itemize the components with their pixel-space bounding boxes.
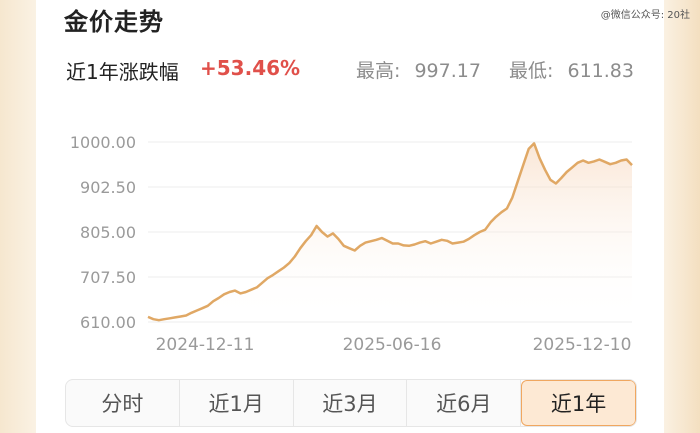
watermark: @微信公众号: 20社 [600, 10, 690, 21]
low-label: 最低: [509, 60, 554, 82]
y-tick-label: 707.50 [80, 268, 136, 287]
x-tick-label: 2024-12-11 [156, 335, 255, 355]
period-tabs: 分时 近1月 近3月 近6月 近1年 [65, 379, 637, 427]
high-value: 997.17 [414, 60, 481, 82]
period-change-label: 近1年涨跌幅 [66, 60, 179, 84]
low-value: 611.83 [567, 60, 634, 82]
x-tick-label: 2025-06-16 [343, 335, 442, 355]
x-tick-label: 2025-12-10 [533, 335, 632, 355]
price-area-fill [148, 143, 632, 322]
page-title: 金价走势 [64, 8, 164, 36]
high-low-summary: 最高: 997.17 最低: 611.83 [356, 56, 634, 83]
y-tick-label: 902.50 [80, 178, 136, 197]
y-tick-label: 1000.00 [70, 133, 136, 152]
price-line [147, 142, 633, 322]
y-tick-label: 610.00 [80, 313, 136, 332]
tab-intraday[interactable]: 分时 [66, 380, 180, 426]
high-label: 最高: [356, 60, 401, 82]
tab-3-months[interactable]: 近3月 [294, 380, 408, 426]
tab-1-month[interactable]: 近1月 [180, 380, 294, 426]
y-tick-label: 805.00 [80, 223, 136, 242]
period-change-value: +53.46% [200, 56, 301, 80]
tab-6-months[interactable]: 近6月 [407, 380, 522, 426]
tab-1-year[interactable]: 近1年 [521, 380, 636, 426]
